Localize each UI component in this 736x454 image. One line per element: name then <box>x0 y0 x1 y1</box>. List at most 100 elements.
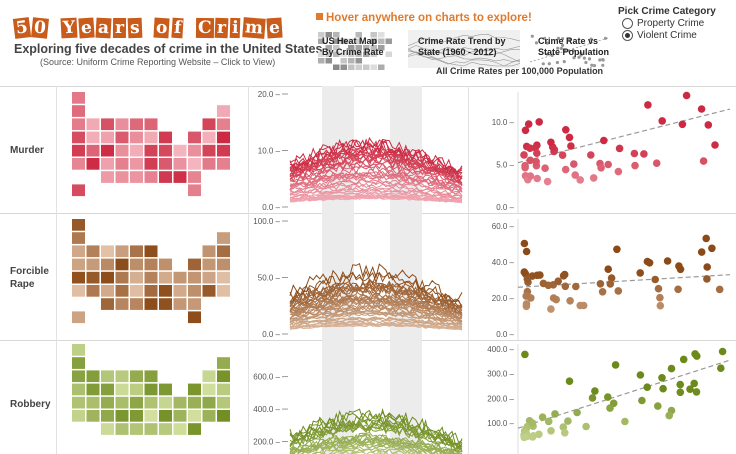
state-point[interactable] <box>576 176 584 184</box>
state-tile[interactable] <box>188 383 201 396</box>
state-tile[interactable] <box>159 423 172 435</box>
state-point[interactable] <box>630 149 639 158</box>
state-point[interactable] <box>597 164 605 172</box>
state-point[interactable] <box>547 138 555 147</box>
state-tile[interactable] <box>130 158 143 170</box>
state-point[interactable] <box>679 355 688 364</box>
state-tile[interactable] <box>173 285 187 297</box>
state-tile[interactable] <box>72 370 85 383</box>
state-tile[interactable] <box>217 144 230 157</box>
state-point[interactable] <box>640 150 648 158</box>
state-tile[interactable] <box>101 118 114 131</box>
state-point[interactable] <box>663 257 672 265</box>
state-tile[interactable] <box>72 184 85 197</box>
state-point[interactable] <box>703 275 711 283</box>
state-point[interactable] <box>543 177 552 186</box>
state-tile[interactable] <box>130 285 143 297</box>
state-tile[interactable] <box>101 258 114 271</box>
state-point[interactable] <box>536 271 544 279</box>
state-trend-line[interactable] <box>289 323 463 330</box>
scatter-chart-murder[interactable]: 10.0 – 5.0 – 0.0 – <box>468 86 736 213</box>
state-tile[interactable] <box>115 410 129 422</box>
state-tile[interactable] <box>159 131 172 144</box>
state-tile[interactable] <box>144 383 158 396</box>
state-point[interactable] <box>561 165 570 174</box>
state-trend-line[interactable] <box>289 183 463 198</box>
state-tile[interactable] <box>101 171 114 183</box>
state-point[interactable] <box>571 171 579 179</box>
state-point[interactable] <box>643 383 651 391</box>
state-point[interactable] <box>636 371 645 379</box>
state-point[interactable] <box>541 164 549 172</box>
state-tile[interactable] <box>144 298 158 310</box>
state-point[interactable] <box>565 133 574 142</box>
state-point[interactable] <box>697 248 706 256</box>
state-trend-line[interactable] <box>289 312 463 326</box>
state-tile[interactable] <box>202 271 216 284</box>
state-tile[interactable] <box>202 370 216 383</box>
state-tile[interactable] <box>159 410 172 422</box>
state-tile[interactable] <box>130 258 143 271</box>
state-trend-line[interactable] <box>290 448 462 454</box>
state-tile[interactable] <box>72 118 85 131</box>
state-point[interactable] <box>559 423 568 431</box>
state-point[interactable] <box>636 269 644 277</box>
state-point[interactable] <box>529 432 538 440</box>
state-tile[interactable] <box>144 131 158 144</box>
state-point[interactable] <box>591 387 599 395</box>
state-tile[interactable] <box>72 219 85 231</box>
state-tile[interactable] <box>217 383 230 396</box>
state-tile[interactable] <box>188 285 201 297</box>
state-tile[interactable] <box>72 285 85 297</box>
option-property-crime[interactable]: Property Crime <box>622 18 716 29</box>
state-point[interactable] <box>676 265 685 274</box>
state-point[interactable] <box>717 364 725 372</box>
state-tile[interactable] <box>101 423 114 435</box>
state-tile[interactable] <box>202 258 216 271</box>
state-tile[interactable] <box>101 383 114 396</box>
state-point[interactable] <box>532 158 540 166</box>
state-point[interactable] <box>703 263 711 271</box>
trend-chart-robbery[interactable]: 600.0 – 400.0 – 200.0 – <box>248 340 468 454</box>
state-trend-line[interactable] <box>289 185 463 198</box>
state-tile[interactable] <box>72 232 85 244</box>
state-point[interactable] <box>598 288 607 296</box>
nav-label-scatter[interactable]: Crime Rate vs State Population <box>538 36 610 57</box>
heatmap-murder[interactable] <box>66 86 242 213</box>
state-point[interactable] <box>697 105 706 113</box>
state-trend-line[interactable] <box>289 422 463 451</box>
state-tile[interactable] <box>86 271 100 284</box>
state-tile[interactable] <box>159 144 172 157</box>
state-point[interactable] <box>604 265 612 273</box>
nav-thumb-trend[interactable] <box>408 28 520 72</box>
state-tile[interactable] <box>115 298 129 310</box>
state-tile[interactable] <box>217 410 230 422</box>
state-point[interactable] <box>539 279 548 288</box>
scatter-chart-forcible-rape[interactable]: 60.0 – 40.0 – 20.0 – 0.0 – <box>468 213 736 340</box>
state-point[interactable] <box>572 282 580 291</box>
state-point[interactable] <box>588 394 597 402</box>
state-tile[interactable] <box>115 118 129 131</box>
state-point[interactable] <box>718 347 727 356</box>
state-tile[interactable] <box>217 370 230 383</box>
state-tile[interactable] <box>202 245 216 258</box>
state-tile[interactable] <box>144 370 158 383</box>
state-point[interactable] <box>686 385 694 393</box>
state-tile[interactable] <box>217 285 230 297</box>
state-point[interactable] <box>562 126 570 134</box>
state-trend-line[interactable] <box>289 439 462 454</box>
state-tile[interactable] <box>72 131 85 144</box>
state-tile[interactable] <box>188 144 201 157</box>
state-trend-line[interactable] <box>289 323 463 330</box>
state-tile[interactable] <box>86 158 100 170</box>
state-point[interactable] <box>613 245 621 254</box>
state-tile[interactable] <box>72 92 85 104</box>
state-tile[interactable] <box>115 258 129 271</box>
scatter-chart-robbery[interactable]: 400.0 – 300.0 – 200.0 – 100.0 – <box>468 340 736 454</box>
state-tile[interactable] <box>217 158 230 170</box>
state-point[interactable] <box>615 144 624 153</box>
state-tile[interactable] <box>130 245 143 258</box>
state-point[interactable] <box>561 282 570 291</box>
state-tile[interactable] <box>115 396 129 409</box>
state-trend-line[interactable] <box>289 435 463 454</box>
